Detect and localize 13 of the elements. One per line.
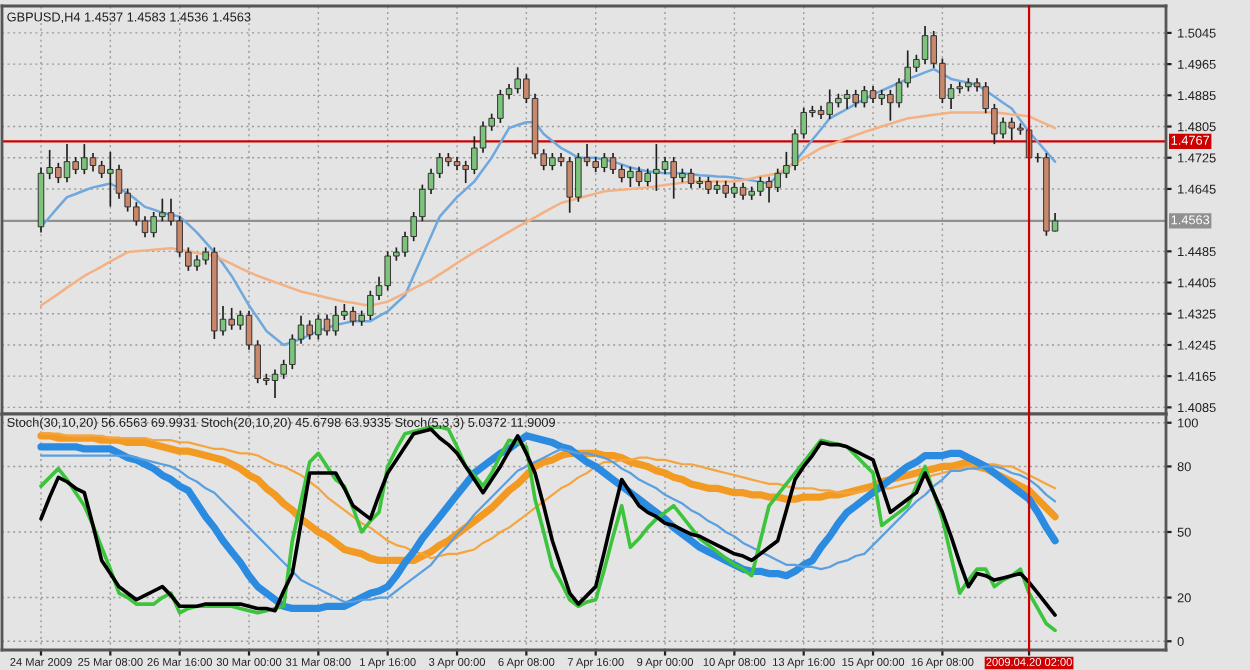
candlestick [89,152,97,173]
candlestick [63,143,71,184]
candlestick [843,89,851,110]
candlestick [999,116,1007,140]
candlestick [323,313,331,337]
candlestick [765,176,773,204]
candlestick [115,163,123,200]
candlestick [687,167,695,189]
candlestick [349,305,357,327]
candlestick [609,152,617,175]
candlestick [921,25,929,65]
candlestick [635,165,643,188]
candlestick [271,368,279,399]
